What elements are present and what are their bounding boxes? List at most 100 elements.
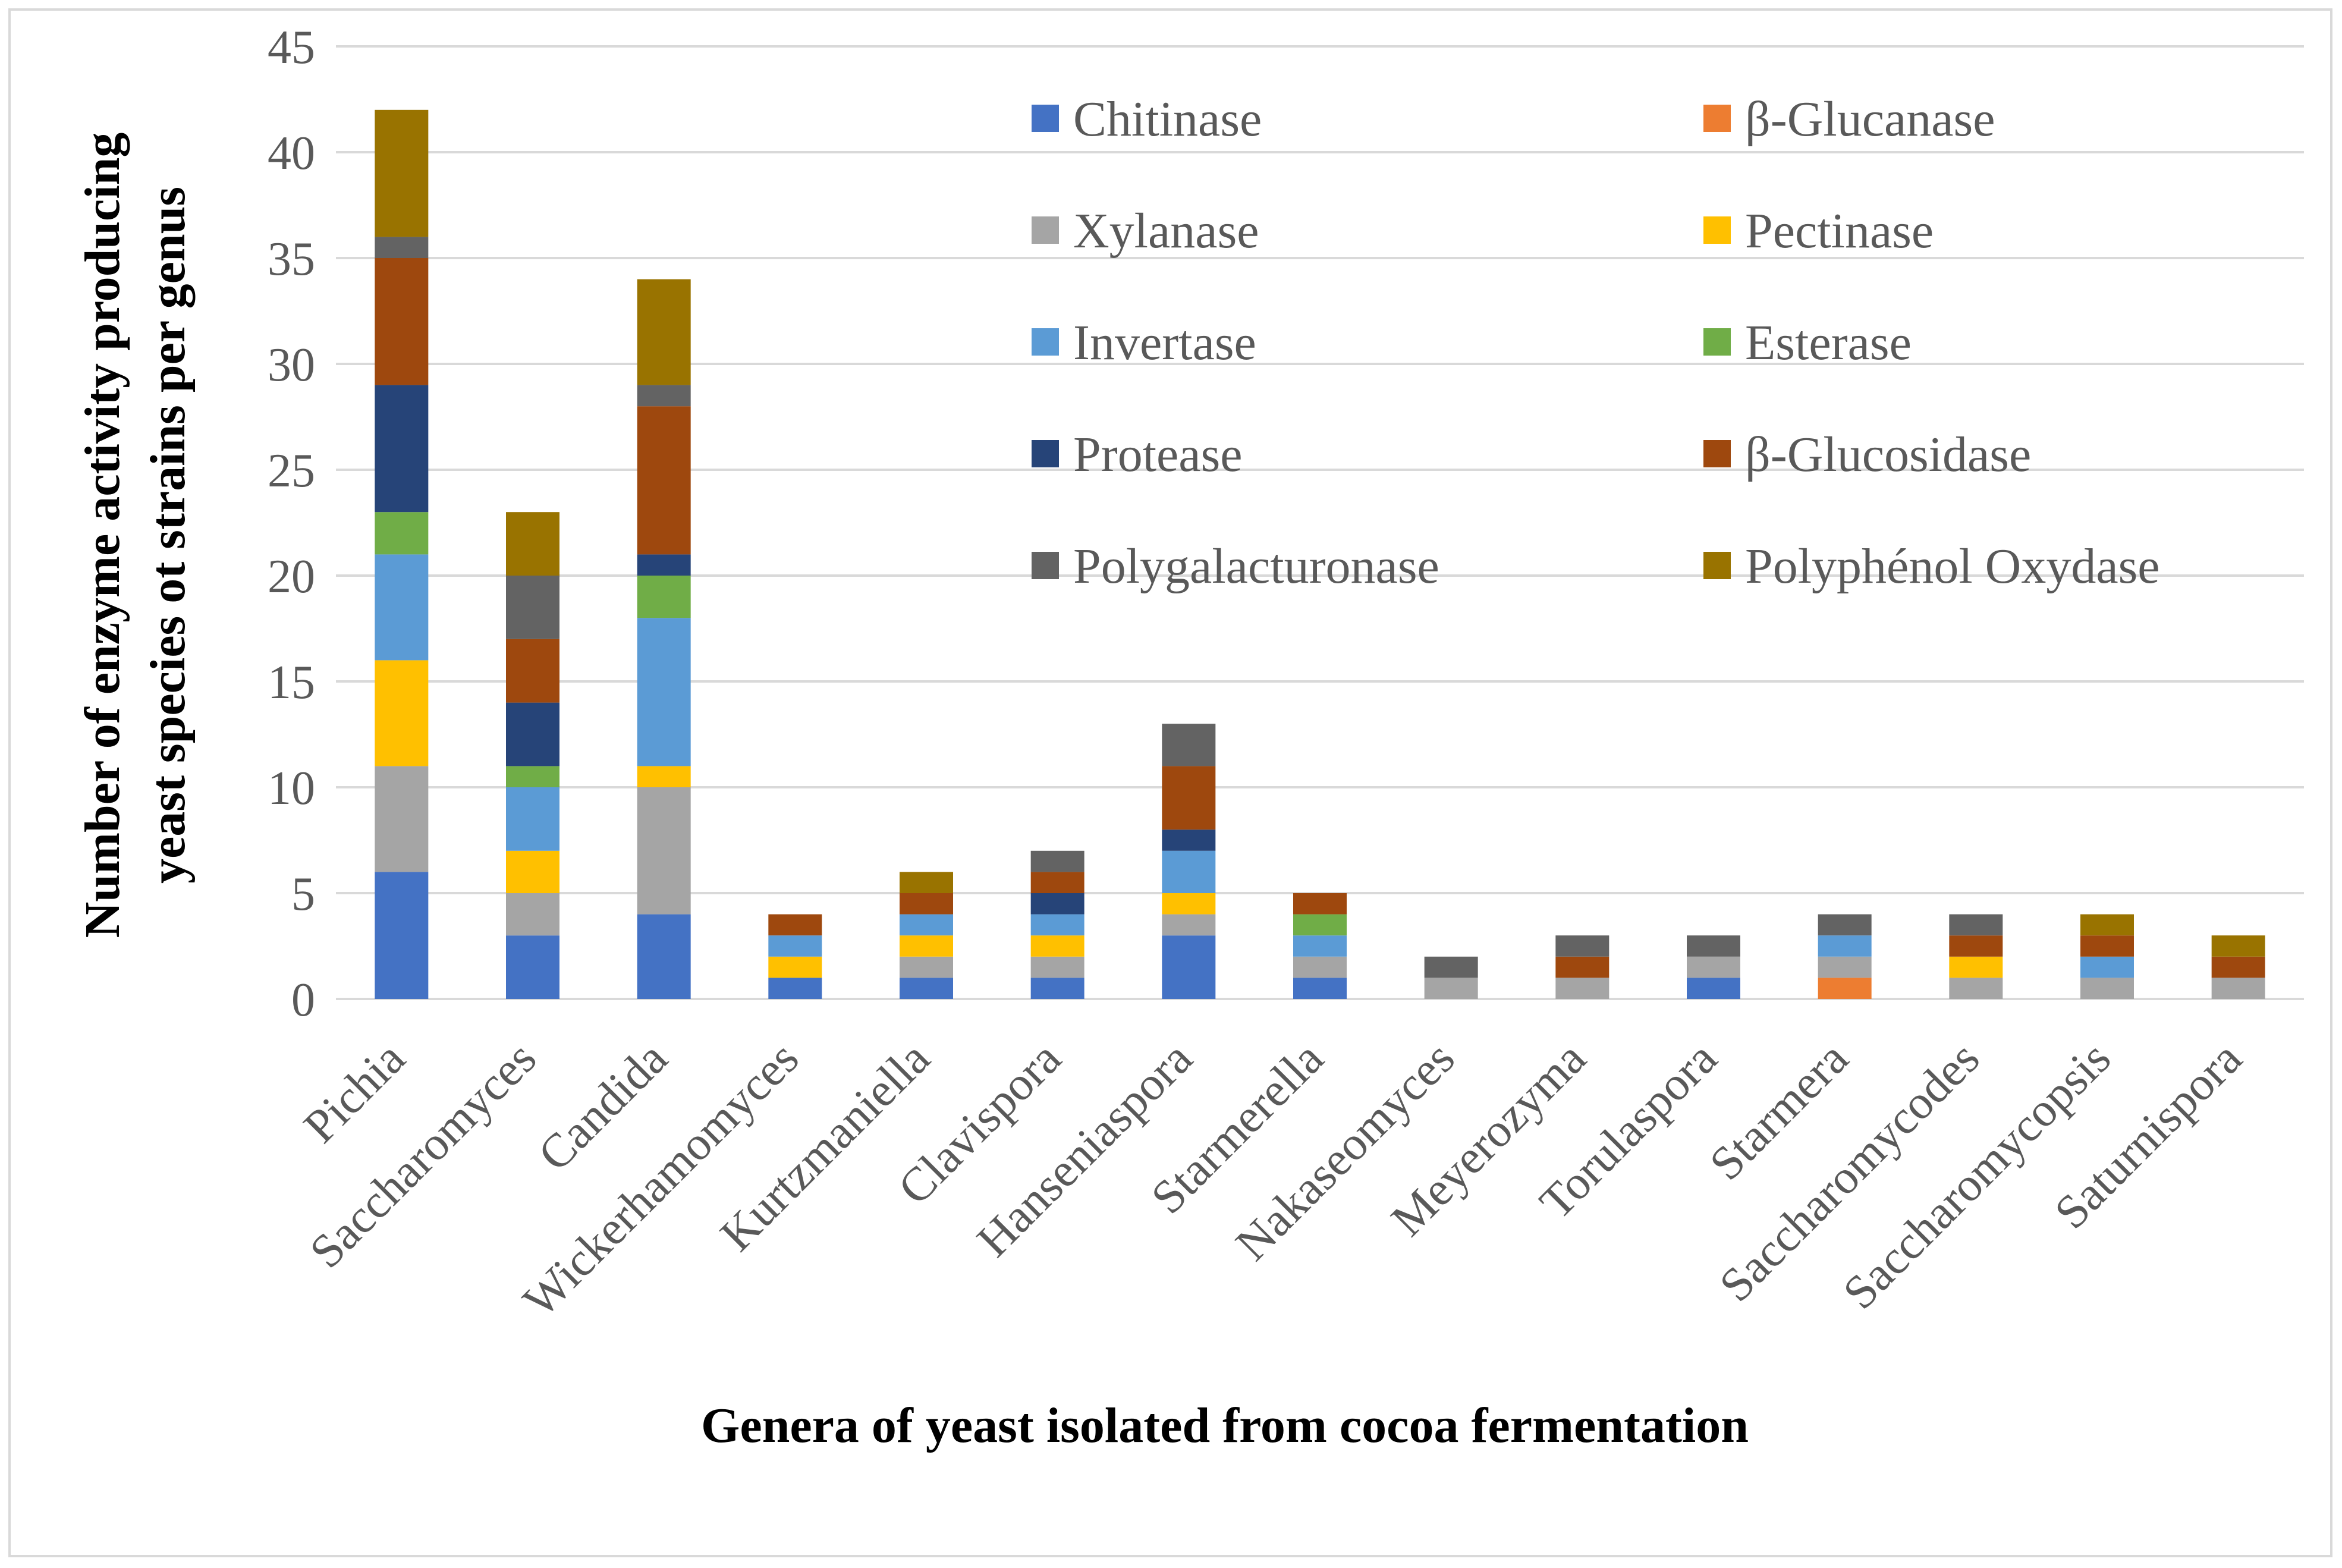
y-tick-label: 10 (268, 762, 315, 815)
legend-swatch-esterase (1703, 328, 1731, 356)
bar-segment-pectinase (1949, 956, 2003, 978)
legend-label-glucanase: β-Glucanase (1745, 92, 1995, 147)
bar-segment-polyphe-nol-oxydase (375, 109, 429, 237)
y-axis-title-line-1: Number of enzyme activity producing (75, 133, 130, 938)
y-tick-label: 20 (268, 551, 315, 603)
bar-segment-glucosidase (1555, 956, 1609, 978)
bar-segment-glucosidase (1030, 872, 1084, 893)
bar-segment-glucosidase (1949, 935, 2003, 957)
bar-segment-protease (1030, 893, 1084, 915)
bar-segment-polygalacturonase (1949, 914, 2003, 936)
bar-segment-polygalacturonase (375, 237, 429, 258)
bar-segment-invertase (2080, 956, 2134, 978)
bar-segment-xylanase (2211, 978, 2265, 999)
bar-segment-polygalacturonase (1030, 850, 1084, 872)
bar-segment-chitinase (1293, 978, 1347, 999)
bar-segment-polyphe-nol-oxydase (900, 872, 953, 893)
bar-segment-glucosidase (1293, 893, 1347, 915)
bars (375, 109, 2265, 999)
legend-swatch-polyphe-nol-oxydase (1703, 552, 1731, 579)
bar-segment-xylanase (1949, 978, 2003, 999)
bar-segment-xylanase (2080, 978, 2134, 999)
bar-segment-chitinase (900, 978, 953, 999)
legend-swatch-chitinase (1032, 105, 1059, 132)
bar-segment-xylanase (1162, 914, 1216, 936)
bar-segment-pectinase (637, 766, 691, 787)
legend-label-polyphe-nol-oxydase: Polyphénol Oxydase (1745, 539, 2160, 594)
legend-label-polygalacturonase: Polygalacturonase (1073, 539, 1439, 594)
bar-segment-glucosidase (637, 406, 691, 555)
bar-segment-polygalacturonase (1162, 724, 1216, 766)
legend-label-esterase: Esterase (1745, 315, 1912, 370)
y-axis-title-line-2: yeast species ot strains per genus (140, 187, 196, 884)
y-tick-label: 5 (291, 868, 315, 920)
legend-swatch-protease (1032, 440, 1059, 467)
bar-segment-chitinase (506, 935, 559, 999)
y-tick-label: 35 (268, 233, 315, 285)
bar-segment-glucosidase (768, 914, 822, 936)
legend-swatch-xylanase (1032, 216, 1059, 244)
bar-segment-esterase (506, 766, 559, 787)
bar-segment-glucosidase (375, 258, 429, 385)
bar-segment-protease (375, 385, 429, 513)
bar-segment-chitinase (637, 914, 691, 999)
y-tick-label: 0 (291, 974, 315, 1026)
gridlines (336, 45, 2304, 1000)
x-axis-title: Genera of yeast isolated from cocoa ferm… (701, 1398, 1749, 1453)
bar-segment-pectinase (768, 956, 822, 978)
bar-segment-invertase (1818, 935, 1872, 957)
bar-segment-pectinase (375, 660, 429, 766)
bar-segment-esterase (375, 512, 429, 555)
bar-segment-pectinase (506, 850, 559, 893)
bar-segment-xylanase (1424, 978, 1478, 999)
bar-segment-xylanase (506, 893, 559, 936)
bar-segment-polygalacturonase (1424, 956, 1478, 978)
bar-segment-polyphe-nol-oxydase (2080, 914, 2134, 936)
bar-segment-xylanase (1687, 956, 1740, 978)
bar-segment-xylanase (900, 956, 953, 978)
legend: Chitinase β-Glucanase Xylanase Pectinase Inv… (1032, 92, 2160, 594)
legend-swatch-glucosidase (1703, 440, 1731, 467)
bar-segment-polyphe-nol-oxydase (2211, 935, 2265, 957)
y-tick-label: 45 (268, 21, 315, 74)
bar-segment-chitinase (375, 872, 429, 999)
bar-segment-glucosidase (1162, 766, 1216, 830)
legend-label-protease: Protease (1073, 427, 1243, 482)
bar-segment-polyphe-nol-oxydase (506, 512, 559, 576)
legend-swatch-glucanase (1703, 105, 1731, 132)
bar-segment-glucanase (1818, 978, 1872, 999)
bar-segment-invertase (637, 618, 691, 766)
bar-segment-glucosidase (506, 639, 559, 703)
legend-swatch-polygalacturonase (1032, 552, 1059, 579)
bar-segment-protease (1162, 829, 1216, 851)
y-tick-label: 15 (268, 656, 315, 709)
legend-swatch-invertase (1032, 328, 1059, 356)
bar-segment-esterase (1293, 914, 1347, 936)
bar-segment-pectinase (1030, 935, 1084, 957)
bar-segment-polyphe-nol-oxydase (637, 279, 691, 385)
y-axis-title: Number of enzyme activity producing yeas… (75, 133, 196, 938)
bar-segment-glucosidase (2080, 935, 2134, 957)
bar-segment-polygalacturonase (1555, 935, 1609, 957)
legend-label-pectinase: Pectinase (1745, 203, 1934, 259)
bar-segment-xylanase (375, 766, 429, 872)
bar-segment-glucosidase (900, 893, 953, 915)
y-tick-label: 30 (268, 339, 315, 391)
legend-swatch-pectinase (1703, 216, 1731, 244)
legend-label-invertase: Invertase (1073, 315, 1256, 370)
x-category-label: Pichia (294, 1032, 415, 1154)
bar-segment-invertase (900, 914, 953, 936)
bar-segment-polygalacturonase (1818, 914, 1872, 936)
bar-segment-chitinase (1030, 978, 1084, 999)
y-axis-ticks: 0 5 10 15 20 25 30 35 40 45 (268, 21, 315, 1026)
bar-segment-pectinase (1162, 893, 1216, 915)
bar-segment-invertase (1162, 850, 1216, 893)
bar-segment-pectinase (900, 935, 953, 957)
legend-label-chitinase: Chitinase (1073, 92, 1262, 147)
legend-label-xylanase: Xylanase (1073, 203, 1259, 259)
bar-segment-chitinase (768, 978, 822, 999)
legend-label-glucosidase: β-Glucosidase (1745, 427, 2031, 482)
bar-segment-protease (506, 702, 559, 766)
bar-segment-protease (637, 554, 691, 576)
